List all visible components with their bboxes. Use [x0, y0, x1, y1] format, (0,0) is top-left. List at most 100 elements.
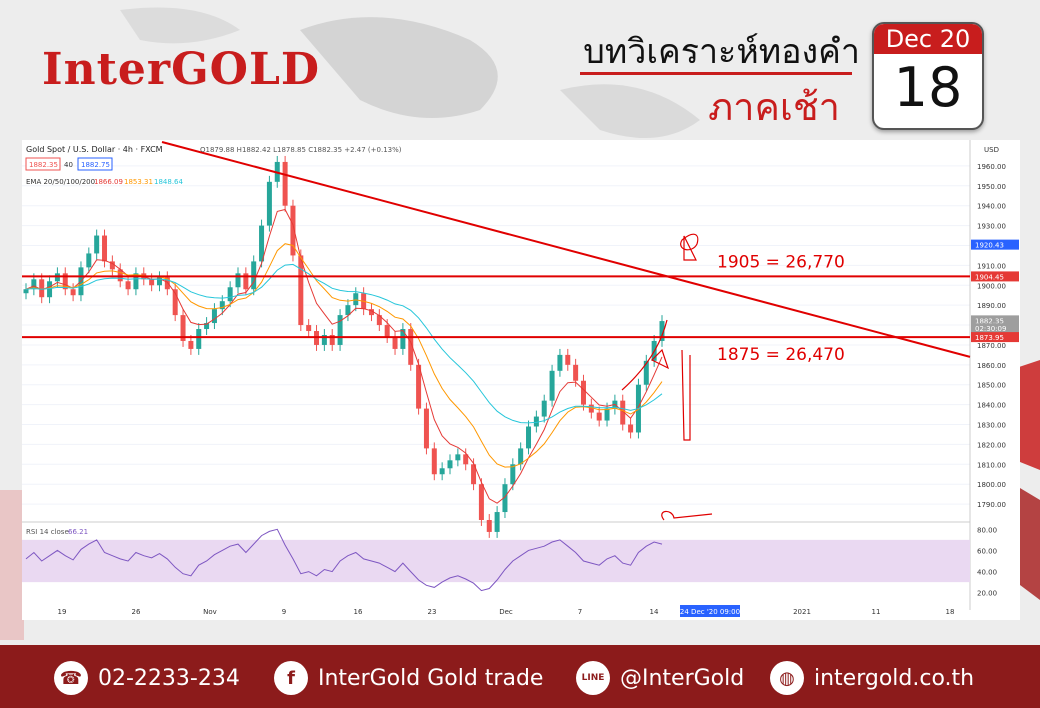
candle-body [486, 520, 492, 532]
y-tick-label: 1810.00 [977, 461, 1006, 469]
candle-body [408, 329, 414, 365]
candle-body [282, 161, 288, 206]
x-tick-label: 2021 [793, 608, 811, 616]
y-tick-label: 1960.00 [977, 163, 1006, 171]
price-tag-label: 02:30:09 [975, 325, 1006, 333]
y-tick-label: 1820.00 [977, 441, 1006, 449]
price-tag-label: 1920.43 [975, 242, 1004, 250]
candle-body [172, 289, 178, 316]
candle-body [133, 273, 139, 290]
candle-body [306, 325, 312, 332]
candle-body [392, 336, 398, 349]
candle-body [164, 277, 170, 290]
level-label: 1905 = 26,770 [717, 252, 845, 272]
ema-legend-value: 1853.31 [124, 178, 153, 186]
candle-body [557, 354, 563, 371]
candle-body [628, 424, 634, 433]
y-tick-label: 1850.00 [977, 382, 1006, 390]
price-tag-bg [971, 239, 1019, 250]
footer-line[interactable]: LINE @InterGold [576, 660, 744, 696]
spread-value: 40 [64, 161, 73, 169]
candle-body [196, 329, 202, 349]
website-url: intergold.co.th [814, 665, 975, 691]
footer-facebook[interactable]: f InterGold Gold trade [274, 660, 543, 696]
candle-body [290, 205, 296, 256]
candle-body [188, 340, 194, 349]
candle-body [541, 400, 547, 417]
candle-body [31, 279, 37, 290]
candle-body [463, 454, 469, 465]
header-title: บทวิเคราะห์ทองคำ [583, 32, 860, 72]
candle-body [243, 273, 249, 290]
x-crosshair-label-bg [680, 605, 740, 617]
candle-body [400, 329, 406, 349]
footer-bar [0, 645, 1040, 708]
candle-body [86, 253, 92, 268]
candle-body [502, 484, 508, 513]
candle-body [266, 181, 272, 226]
price-tag-label: 1873.95 [975, 334, 1004, 342]
candle-body [109, 261, 115, 270]
chart-symbol-line: Gold Spot / U.S. Dollar · 4h · FXCM [26, 145, 163, 154]
rsi-tick-label: 60.00 [977, 547, 997, 555]
price-chart-panel[interactable]: 1960.00 1950.00 1940.00 1930.00 19 20.00 1910.… [22, 140, 1020, 620]
y-tick-label: 1830.00 [977, 422, 1006, 430]
rsi-tick-label: 20.00 [977, 590, 997, 598]
y-tick-label: 1890.00 [977, 302, 1006, 310]
candle-body [259, 225, 265, 262]
line-icon: LINE [576, 661, 610, 695]
candle-body [533, 416, 539, 427]
x-tick-label: 14 [650, 608, 659, 616]
candle-body [565, 354, 571, 365]
candle-body [368, 309, 374, 316]
candle-body [180, 315, 186, 341]
x-tick-label: 11 [872, 608, 881, 616]
candle-body [235, 273, 241, 288]
candle-body [604, 408, 610, 421]
brand-logo: InterGOLD [42, 44, 321, 95]
candle-body [70, 289, 76, 296]
y-tick-label: 1870.00 [977, 342, 1006, 350]
chart-svg[interactable]: 1960.00 1950.00 1940.00 1930.00 19 20.00 1910.… [22, 140, 1020, 620]
level-label: 1875 = 26,470 [717, 345, 845, 365]
price-tag-bg [971, 332, 1019, 343]
y-tick-label: 1860.00 [977, 362, 1006, 370]
rsi-legend-value: 66.21 [68, 528, 88, 536]
candle-body [117, 269, 123, 282]
phone-number: 02-2233-234 [98, 665, 240, 691]
candle-body [423, 408, 429, 449]
header-underline [580, 72, 852, 75]
y-tick-label: 1930.00 [977, 223, 1006, 231]
x-tick-label: 7 [578, 608, 582, 616]
annotation-arrow-stroke [621, 319, 668, 391]
candle-body [337, 315, 343, 345]
ema-legend-label: EMA 20/50/100/200 [26, 178, 95, 186]
footer-phone[interactable]: ☎ 02-2233-234 [54, 660, 240, 696]
price-tag-label: 1882.35 [975, 317, 1004, 325]
x-tick-label: 19 [58, 608, 67, 616]
globe-icon: ◍ [770, 661, 804, 695]
annotation-arrow-up [683, 235, 697, 261]
candle-body [102, 235, 108, 262]
bid-box [25, 157, 61, 171]
x-tick-label: 23 [428, 608, 437, 616]
candle-body [416, 364, 422, 409]
candle-body [643, 360, 649, 385]
rsi-tick-label: 40.00 [977, 569, 997, 577]
line-id: @InterGold [620, 665, 745, 691]
candle-body [431, 448, 437, 475]
x-tick-label: 18 [946, 608, 955, 616]
annotation-bracket [681, 349, 691, 441]
candle-body [211, 309, 217, 324]
candle-body [471, 464, 477, 485]
candle-body [573, 364, 579, 381]
facebook-name: InterGold Gold trade [318, 665, 544, 691]
candle-body [345, 305, 351, 316]
phone-icon: ☎ [54, 661, 88, 695]
x-tick-label: 9 [282, 608, 286, 616]
x-tick-label: 26 [132, 608, 141, 616]
candle-body [329, 335, 335, 345]
ema-legend-value: 1866.09 [94, 178, 123, 186]
candle-body [384, 325, 390, 337]
footer-website[interactable]: ◍ intergold.co.th [770, 660, 974, 696]
